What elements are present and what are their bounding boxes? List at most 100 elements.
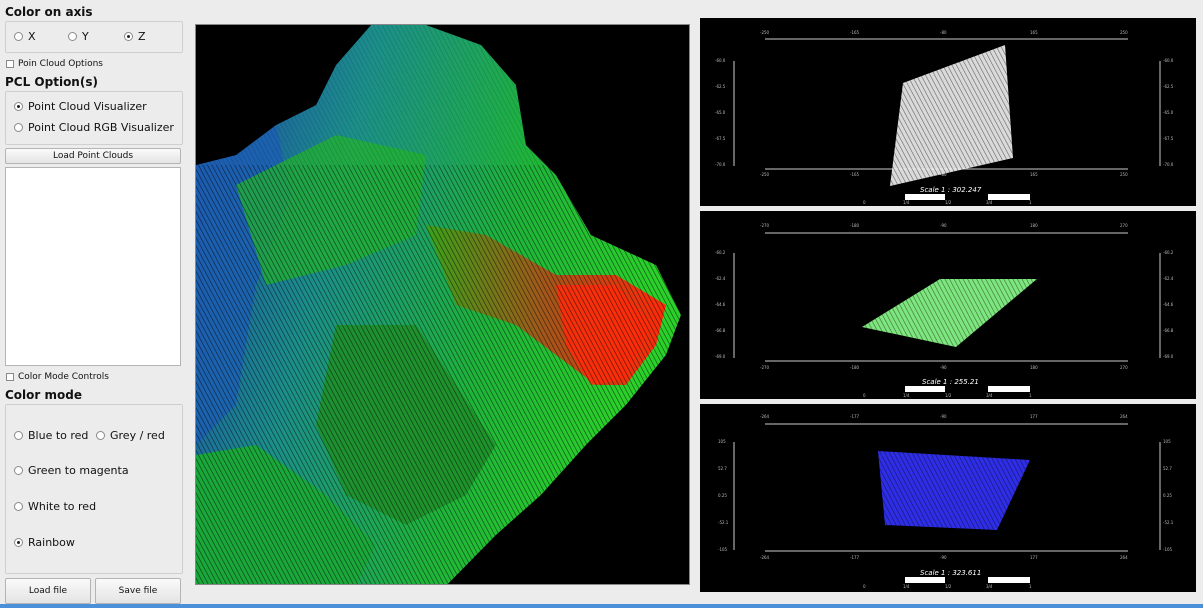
color-mode-radio-white-to-red[interactable]: White to red: [14, 500, 96, 513]
side-view-3-plot: -264 -177 -90 177 264 -264 -177 -90 177 …: [718, 414, 1174, 589]
pcl-radio-point-cloud-rgb-visualizer[interactable]: Point Cloud RGB Visualizer: [14, 121, 174, 134]
radio-indicator: [124, 32, 133, 41]
point-cloud-list[interactable]: [5, 167, 181, 366]
radio-label: Z: [138, 30, 146, 43]
scale-bar-segment: [988, 577, 1030, 583]
bottom-tick: -264: [760, 555, 770, 560]
scale-mark: 0: [863, 393, 866, 398]
terrain-point-cloud: [196, 25, 689, 584]
top-tick: 165: [1030, 30, 1038, 35]
right-tick: 0.25: [1163, 493, 1172, 498]
point-cloud-options-checkbox[interactable]: Poin Cloud Options: [6, 59, 103, 69]
color-mode-controls-checkbox[interactable]: Color Mode Controls: [6, 372, 109, 382]
bottom-tick: 180: [1030, 365, 1038, 370]
pcl-radio-point-cloud-visualizer[interactable]: Point Cloud Visualizer: [14, 100, 147, 113]
radio-indicator: [14, 502, 23, 511]
left-tick: -64.6: [715, 302, 726, 307]
bottom-tick: 270: [1120, 365, 1128, 370]
pcl-options-heading: PCL Option(s): [5, 75, 98, 89]
right-tick: -66.8: [1163, 328, 1174, 333]
radio-indicator: [14, 466, 23, 475]
load-file-button[interactable]: Load file: [5, 578, 91, 604]
color-mode-group: Blue to red Grey / red Green to magenta …: [5, 404, 183, 574]
scale-mark: 1/2: [945, 200, 952, 205]
save-file-button[interactable]: Save file: [95, 578, 181, 604]
main-point-cloud-viewer[interactable]: [195, 24, 690, 585]
color-on-axis-heading: Color on axis: [5, 5, 93, 19]
bottom-tick: 165: [1030, 172, 1038, 177]
right-tick: -67.5: [1163, 136, 1174, 141]
top-tick: -270: [760, 223, 770, 228]
bottom-tick: -90: [940, 555, 947, 560]
axis-radio-z[interactable]: Z: [124, 30, 146, 43]
radio-label: X: [28, 30, 36, 43]
top-tick: -264: [760, 414, 770, 419]
checkbox-label: Poin Cloud Options: [18, 59, 103, 69]
left-tick: -67.5: [715, 136, 726, 141]
right-tick: -60.2: [1163, 250, 1174, 255]
left-tick: -62.4: [715, 276, 726, 281]
scale-bar-segment: [905, 386, 945, 392]
radio-indicator: [14, 123, 23, 132]
scale-label: Scale 1 : 323.611: [920, 569, 981, 577]
scale-bar-segment: [988, 386, 1030, 392]
axis-radio-x[interactable]: X: [14, 30, 36, 43]
left-tick: 52.7: [718, 466, 727, 471]
radio-indicator: [14, 102, 23, 111]
top-tick: 270: [1120, 223, 1128, 228]
top-tick: -80: [940, 30, 947, 35]
bottom-tick: -177: [850, 555, 860, 560]
color-mode-radio-rainbow[interactable]: Rainbow: [14, 536, 75, 549]
left-tick: -60.2: [715, 250, 726, 255]
axis-radio-y[interactable]: Y: [68, 30, 89, 43]
color-mode-radio-grey-red[interactable]: Grey / red: [96, 429, 165, 442]
radio-indicator: [14, 431, 23, 440]
color-mode-radio-blue-to-red[interactable]: Blue to red: [14, 429, 88, 442]
checkbox-indicator: [6, 60, 14, 68]
radio-label: Point Cloud Visualizer: [28, 100, 147, 113]
top-tick: -250: [760, 30, 770, 35]
side-view-1-plot: -250 -165 -80 165 250 -250 -165 -80 165 …: [715, 30, 1174, 205]
left-tick: 0.25: [718, 493, 727, 498]
right-tick: -52.1: [1163, 520, 1174, 525]
scale-mark: 1/4: [903, 584, 910, 589]
scale-mark: 3/4: [986, 200, 993, 205]
right-tick: -62.4: [1163, 276, 1174, 281]
left-tick: -69.0: [715, 354, 726, 359]
top-tick: 250: [1120, 30, 1128, 35]
left-tick: -66.8: [715, 328, 726, 333]
scale-mark: 1: [1029, 393, 1032, 398]
left-tick: -60.0: [715, 58, 726, 63]
bottom-tick: 250: [1120, 172, 1128, 177]
scale-mark: 1/4: [903, 393, 910, 398]
color-mode-radio-green-to-magenta[interactable]: Green to magenta: [14, 464, 129, 477]
scale-mark: 1/4: [903, 200, 910, 205]
radio-indicator: [14, 538, 23, 547]
left-tick: 105: [718, 439, 726, 444]
side-view-3[interactable]: -264 -177 -90 177 264 -264 -177 -90 177 …: [700, 404, 1196, 592]
bottom-tick: -80: [940, 172, 947, 177]
right-tick: 52.7: [1163, 466, 1172, 471]
bottom-tick: -90: [940, 365, 947, 370]
scale-mark: 1/2: [945, 393, 952, 398]
bottom-tick: 264: [1120, 555, 1128, 560]
scale-bar-segment: [988, 194, 1030, 200]
top-tick: -177: [850, 414, 860, 419]
bottom-tick: 177: [1030, 555, 1038, 560]
left-tick: -62.5: [715, 84, 726, 89]
load-point-clouds-button[interactable]: Load Point Clouds: [5, 148, 181, 164]
pcl-options-group: Point Cloud Visualizer Point Cloud RGB V…: [5, 91, 183, 145]
radio-label: Green to magenta: [28, 464, 129, 477]
left-tick: -52.1: [718, 520, 729, 525]
bottom-tick: -180: [850, 365, 860, 370]
side-view-1[interactable]: -250 -165 -80 165 250 -250 -165 -80 165 …: [700, 18, 1196, 206]
left-tick: -65.0: [715, 110, 726, 115]
top-tick: -180: [850, 223, 860, 228]
checkbox-indicator: [6, 373, 14, 381]
top-tick: -90: [940, 223, 947, 228]
radio-indicator: [14, 32, 23, 41]
bottom-tick: -270: [760, 365, 770, 370]
top-tick: -165: [850, 30, 860, 35]
scale-bar-segment: [905, 577, 945, 583]
side-view-2[interactable]: -270 -180 -90 180 270 -270 -180 -90 180 …: [700, 211, 1196, 399]
